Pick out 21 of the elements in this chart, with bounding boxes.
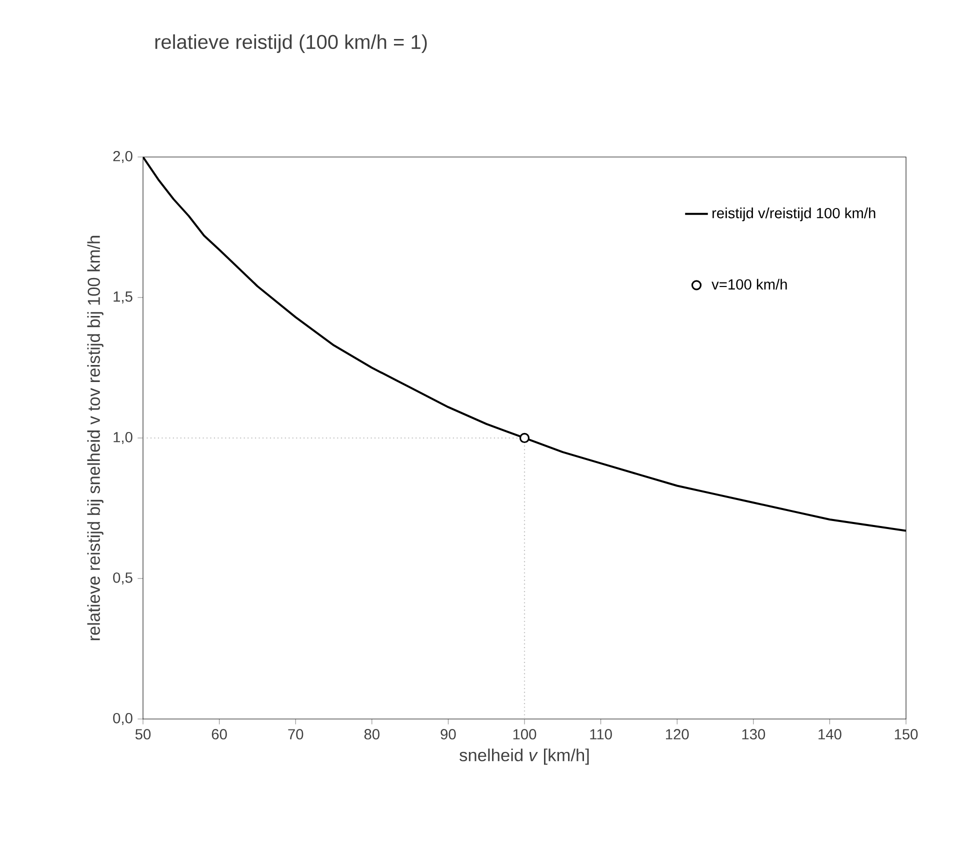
x-tick-label: 60 [212, 729, 227, 740]
x-tick-label: 150 [894, 729, 918, 740]
x-tick-label: 80 [364, 729, 380, 740]
x-tick-label: 70 [288, 729, 304, 740]
chart-title: relatieve reistijd (100 km/h = 1) [155, 34, 427, 53]
x-tick-label: 50 [135, 729, 151, 740]
legend-label: v=100 km/h [712, 278, 787, 290]
legend-label: reistijd v/reistijd 100 km/h [712, 208, 876, 222]
y-tick-label: 1,0 [114, 432, 132, 444]
y-tick-label: 0,5 [113, 572, 132, 585]
x-tick-label: 120 [666, 729, 689, 740]
y-axis-title: relatieve reistijd bij snelheid v tov reistijd bij 100 km/h [87, 236, 104, 640]
x-tick-label: 90 [440, 729, 456, 740]
x-axis-title: snelheid v [km/h] [460, 748, 589, 765]
y-tick-label: 2,0 [113, 150, 132, 164]
x-tick-label: 110 [590, 729, 612, 740]
x-tick-label: 130 [742, 729, 766, 740]
x-tick-label: 140 [818, 729, 842, 740]
y-tick-label: 1,5 [114, 292, 132, 304]
y-tick-label: 0,0 [113, 712, 132, 726]
x-tick-label: 100 [513, 729, 536, 740]
